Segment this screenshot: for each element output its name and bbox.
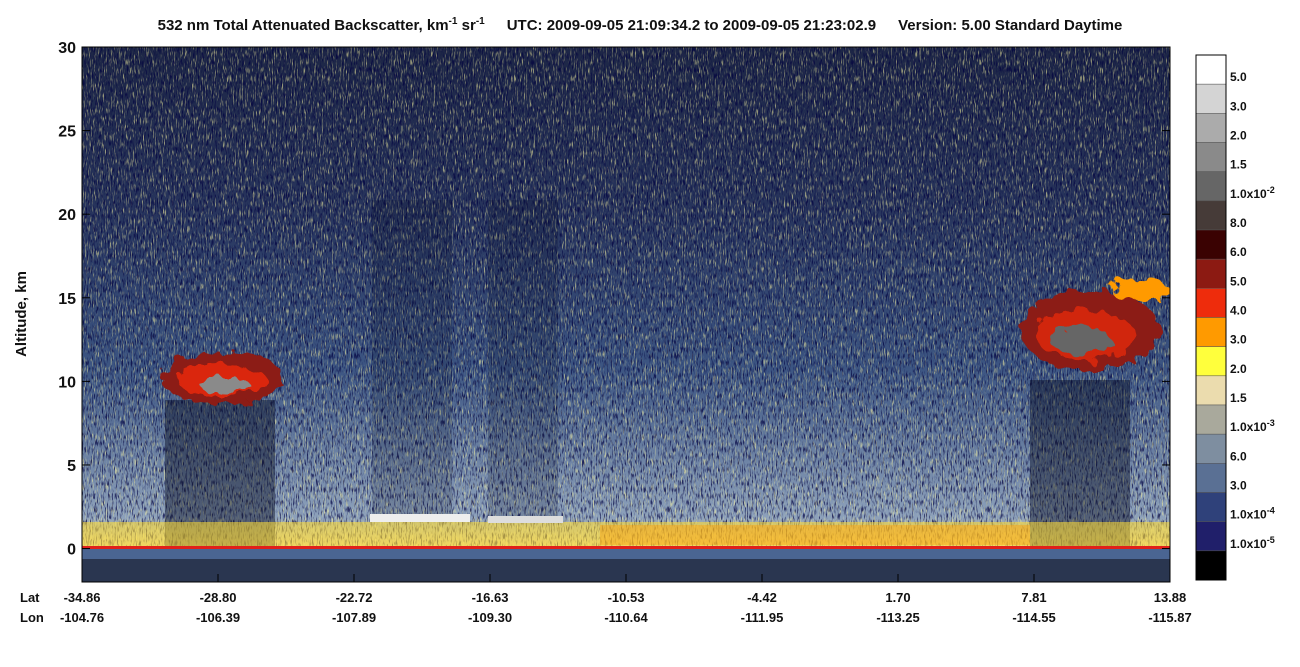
x-tick-label: -109.30 [468,610,512,625]
y-tick-label: 15 [58,291,76,308]
colorbar-label-base: 1.0x10 [1230,508,1267,522]
title-part: sr [457,17,476,34]
x-row-name: Lat [20,590,40,605]
colorbar-swatch [1195,492,1227,522]
colorbar-label-exp: -3 [1267,418,1275,428]
y-tick-label: 0 [67,542,76,559]
colorbar-label: 2.0 [1230,362,1247,376]
colorbar-swatch [1195,404,1227,435]
x-tick-label: -114.55 [1012,610,1055,625]
colorbar-swatch [1195,288,1227,318]
colorbar-swatch [1195,550,1227,581]
colorbar-label-exp: -5 [1267,535,1275,545]
colorbar-label: 8.0 [1230,216,1247,230]
colorbar-label: 1.5 [1230,391,1247,405]
x-tick-label: -113.25 [876,610,919,625]
colorbar-swatch [1195,521,1227,552]
title-part: 532 nm Total Attenuated Backscatter, km [158,17,449,34]
x-tick-label: -28.80 [200,590,237,605]
x-tick-label: -4.42 [747,590,777,605]
colorbar-swatch [1195,83,1227,114]
colorbar-label: 5.0 [1230,70,1247,84]
x-tick-label: -10.53 [608,590,645,605]
y-tick-label: 5 [67,458,76,475]
y-tick-label: 10 [58,374,76,391]
x-tick-label: -104.76 [60,610,104,625]
colorbar-label: 3.0 [1230,99,1247,113]
colorbar-label: 1.0x10-4 [1230,506,1275,522]
y-tick-label: 20 [58,207,76,224]
colorbar-swatch [1195,258,1227,289]
colorbar-swatch [1195,375,1227,406]
x-tick-label: -110.64 [604,610,648,625]
colorbar-frame [1195,54,1227,581]
colorbar-swatch [1195,346,1227,377]
colorbar-swatch [1195,229,1227,260]
x-tick-label: -107.89 [332,610,376,625]
colorbar-label: 1.0x10-2 [1230,185,1275,201]
x-tick-label: -106.39 [196,610,240,625]
colorbar-swatch [1195,433,1227,464]
colorbar-swatch [1195,142,1227,172]
backscatter-image [82,47,1170,582]
colorbar-label-exp: -2 [1267,185,1275,195]
colorbar-label-base: 1.0x10 [1230,187,1267,201]
x-tick-label: -115.87 [1148,610,1191,625]
x-row-name: Lon [20,610,44,625]
colorbar-swatch [1195,463,1227,493]
colorbar-label: 6.0 [1230,449,1247,463]
colorbar-swatch [1195,54,1227,85]
x-tick-label: -111.95 [741,610,784,625]
colorbar-label-base: 1.0x10 [1230,537,1267,551]
title-part: -1 [449,16,458,27]
colorbar-swatch [1195,171,1227,202]
colorbar-swatch [1195,200,1227,231]
colorbar-label: 3.0 [1230,333,1247,347]
colorbar-label: 1.0x10-3 [1230,418,1275,434]
y-axis-label: Altitude, km [13,271,30,357]
y-tick-label: 30 [58,40,76,57]
title-part: -1 [476,16,485,27]
title-part: Version: 5.00 Standard Daytime [898,17,1122,34]
y-tick-label: 25 [58,124,76,141]
colorbar-label: 6.0 [1230,245,1247,259]
x-tick-label: 13.88 [1154,590,1187,605]
colorbar-label-base: 1.0x10 [1230,420,1267,434]
colorbar-swatch [1195,113,1227,143]
colorbar-label: 4.0 [1230,304,1247,318]
colorbar-label: 5.0 [1230,274,1247,288]
title-part: UTC: 2009-09-05 21:09:34.2 to 2009-09-05… [507,17,876,34]
colorbar-label: 1.5 [1230,158,1247,172]
x-tick-label: -34.86 [64,590,101,605]
colorbar-label: 1.0x10-5 [1230,535,1275,551]
x-tick-label: 7.81 [1021,590,1046,605]
x-tick-label: 1.70 [885,590,910,605]
colorbar-swatch [1195,317,1227,347]
chart-title: 532 nm Total Attenuated Backscatter, km-… [158,16,1123,34]
colorbar-label-exp: -4 [1267,506,1275,516]
colorbar-label: 3.0 [1230,479,1247,493]
x-tick-label: -22.72 [336,590,373,605]
colorbar-label: 2.0 [1230,129,1247,143]
x-tick-label: -16.63 [472,590,509,605]
